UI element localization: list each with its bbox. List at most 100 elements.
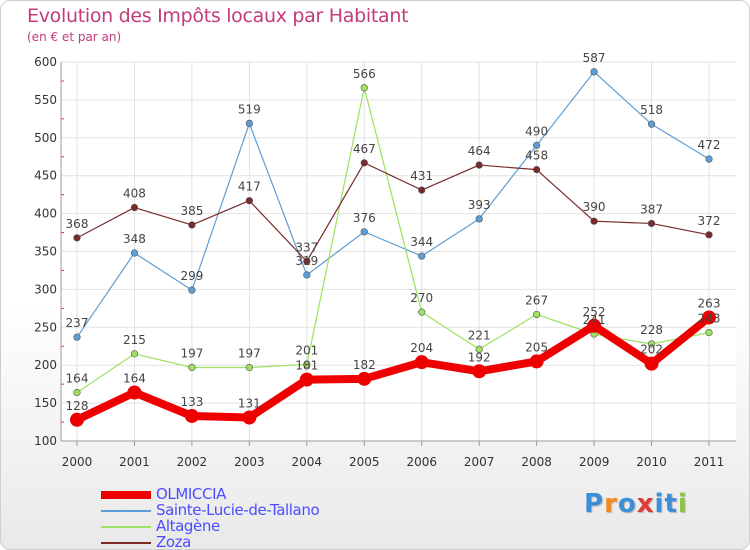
series-point-1 <box>475 215 483 223</box>
x-tick-label: 2011 <box>694 455 725 469</box>
x-tick-label: 2002 <box>177 455 208 469</box>
data-label-2: 243 <box>698 312 721 326</box>
series-point-3 <box>475 161 483 169</box>
data-label-2: 241 <box>583 313 606 327</box>
data-label-0: 204 <box>410 341 433 355</box>
data-label-3: 464 <box>468 144 491 158</box>
series-point-2 <box>73 388 81 397</box>
logo-letter: P <box>584 489 605 519</box>
series-group <box>70 68 716 427</box>
series-point-0 <box>702 310 716 325</box>
data-label-1: 376 <box>353 211 376 225</box>
data-label-3: 368 <box>66 217 89 231</box>
series-point-2 <box>360 84 368 92</box>
series-point-1 <box>418 252 426 260</box>
series-point-2 <box>533 310 541 319</box>
data-label-2: 164 <box>66 371 89 385</box>
y-tick-label: 400 <box>34 207 57 221</box>
series-point-0 <box>529 354 544 369</box>
data-label-3: 390 <box>583 200 606 214</box>
x-tick-label: 2000 <box>62 455 93 469</box>
series-point-2 <box>245 363 253 372</box>
series-point-1 <box>245 119 253 127</box>
data-label-1: 472 <box>698 138 721 152</box>
data-label-1: 519 <box>238 102 261 116</box>
series-point-3 <box>360 159 368 167</box>
series-point-1 <box>533 141 541 149</box>
data-label-0: 182 <box>353 358 376 372</box>
data-label-2: 267 <box>525 293 548 307</box>
series-point-0 <box>299 372 314 387</box>
y-tick-label: 600 <box>34 55 57 69</box>
series-point-2 <box>303 360 311 369</box>
data-label-1: 319 <box>295 254 318 268</box>
series-point-1 <box>360 228 368 236</box>
series-point-2 <box>418 308 426 316</box>
series-line-1 <box>76 71 710 338</box>
data-label-3: 467 <box>353 142 376 156</box>
x-tick-label: 2004 <box>292 455 323 469</box>
series-point-0 <box>587 318 602 333</box>
legend-label: Sainte-Lucie-de-Tallano <box>156 501 320 519</box>
data-label-3: 337 <box>295 240 318 254</box>
legend-swatch <box>101 491 151 499</box>
series-point-3 <box>73 234 81 242</box>
y-tick-label: 250 <box>34 320 57 334</box>
y-tick-label: 550 <box>34 93 57 107</box>
legend-label: OLMICCIA <box>156 485 226 503</box>
series-line-0 <box>75 314 712 424</box>
series-point-2 <box>475 345 483 353</box>
series-point-2 <box>705 329 713 337</box>
data-label-3: 387 <box>640 202 663 216</box>
data-label-0: 192 <box>468 350 491 364</box>
data-label-3: 458 <box>525 149 548 163</box>
data-label-2: 197 <box>180 346 203 360</box>
x-tick-label: 2001 <box>119 455 150 469</box>
series-point-0 <box>70 412 84 427</box>
logo-letter: o <box>617 489 637 519</box>
series-point-0 <box>472 364 487 379</box>
series-point-3 <box>705 231 713 239</box>
series-point-3 <box>245 197 253 205</box>
data-label-3: 408 <box>123 187 146 201</box>
data-label-1: 237 <box>66 316 89 330</box>
data-label-0: 205 <box>525 340 548 354</box>
x-tick-label: 2005 <box>349 455 380 469</box>
series-point-1 <box>647 120 656 128</box>
series-point-0 <box>414 355 429 370</box>
logo-letter: x <box>636 489 655 519</box>
series-point-0 <box>644 356 659 371</box>
data-label-1: 393 <box>468 198 491 212</box>
x-tick-label: 2010 <box>636 455 667 469</box>
series-point-3 <box>418 186 426 194</box>
data-label-1: 518 <box>640 103 663 117</box>
data-label-2: 221 <box>468 328 491 342</box>
chart-title: Evolution des Impôts locaux par Habitant <box>27 5 409 27</box>
data-label-1: 299 <box>180 269 203 283</box>
data-label-1: 348 <box>123 232 146 246</box>
series-point-2 <box>130 350 139 358</box>
data-label-2: 566 <box>353 67 376 81</box>
legend-swatch <box>101 526 151 528</box>
series-point-0 <box>184 408 199 423</box>
series-point-0 <box>242 410 257 425</box>
y-tick-label: 200 <box>34 358 57 372</box>
series-point-3 <box>303 257 311 265</box>
data-label-1: 344 <box>410 235 433 249</box>
series-point-3 <box>590 217 598 225</box>
y-tick-label: 450 <box>34 169 57 183</box>
data-label-3: 431 <box>410 169 433 183</box>
data-label-0: 164 <box>123 371 146 385</box>
data-label-0: 263 <box>698 296 721 310</box>
x-tick-label: 2007 <box>464 455 495 469</box>
series-point-2 <box>188 363 196 372</box>
data-label-0: 133 <box>180 395 203 409</box>
y-tick-label: 500 <box>34 131 57 145</box>
data-labels: 128 164 133 131 181 182 204 192 205 252 202 263 237 3… <box>66 51 721 413</box>
logo-letter: i <box>677 489 688 519</box>
data-label-0: 181 <box>295 359 318 373</box>
series-point-2 <box>647 340 656 348</box>
series-point-1 <box>590 68 598 76</box>
